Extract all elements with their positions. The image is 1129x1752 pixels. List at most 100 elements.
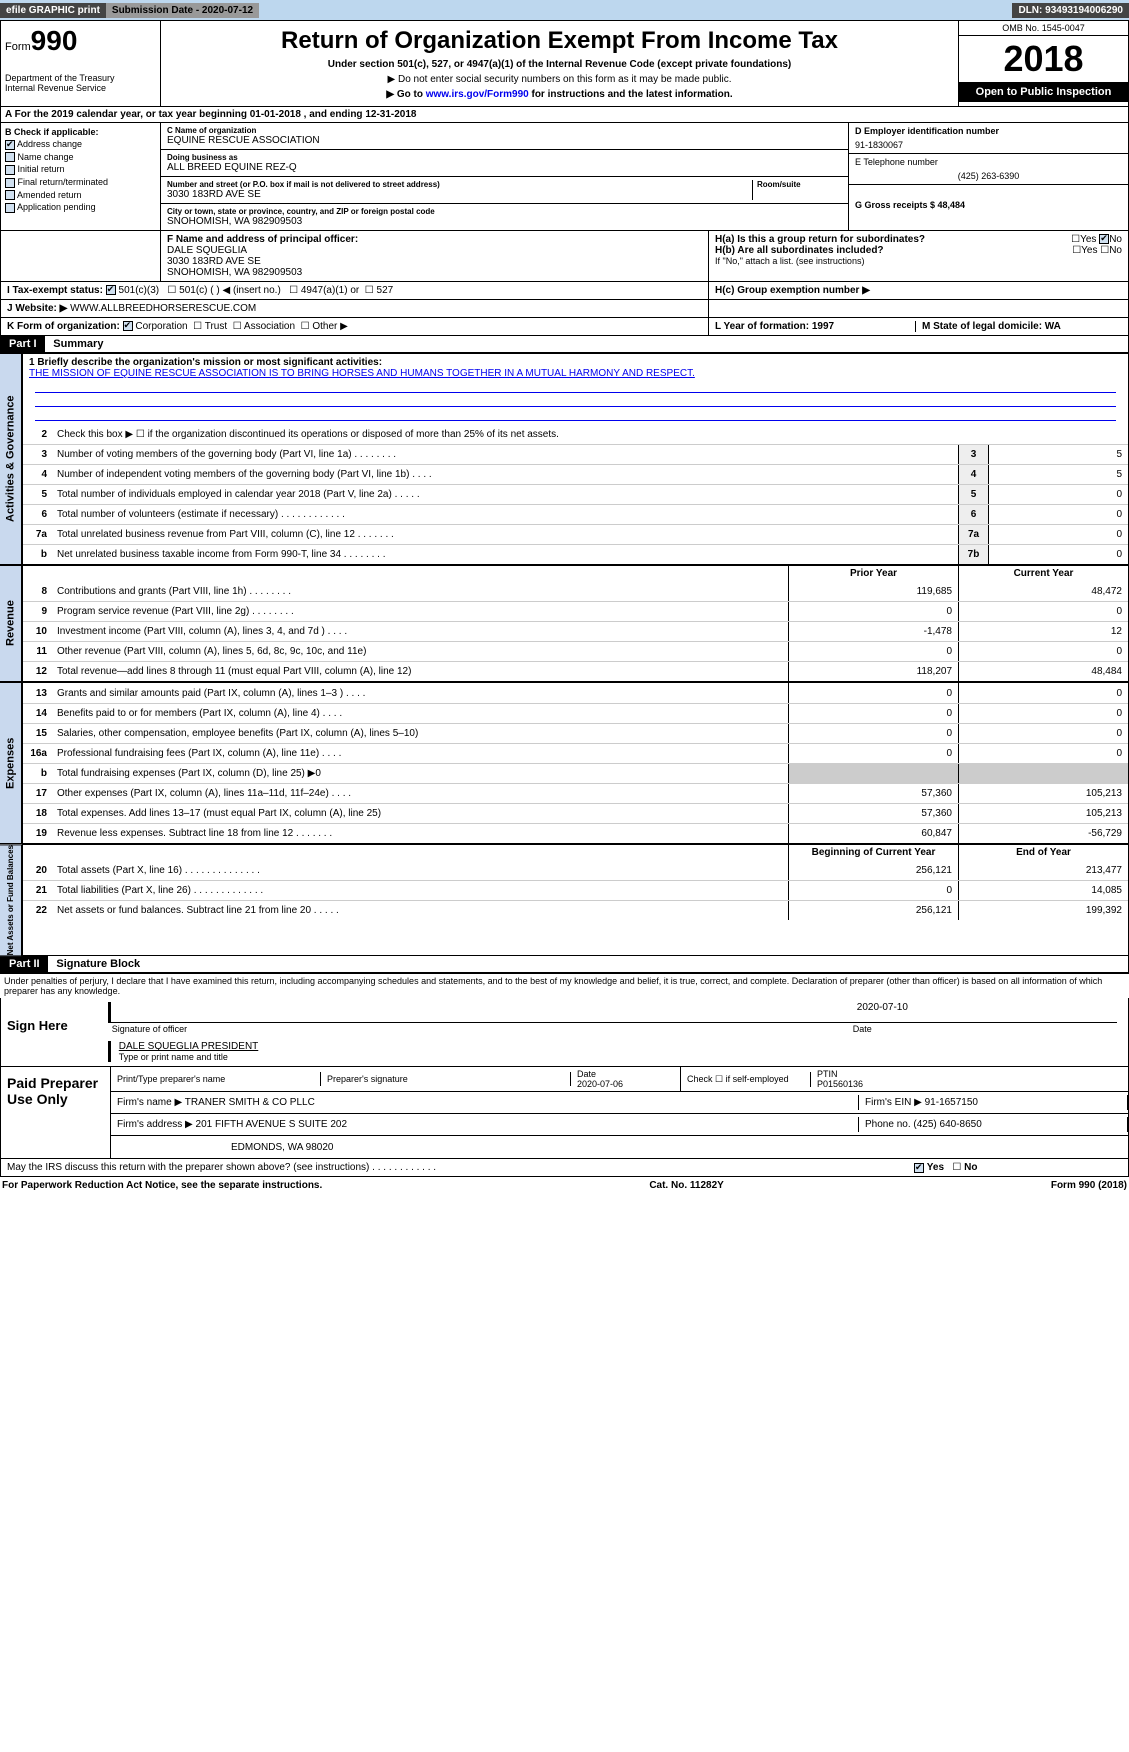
part2-header: Part II (1, 956, 48, 972)
line-16a: 16aProfessional fundraising fees (Part I… (23, 743, 1128, 763)
mission-text: THE MISSION OF EQUINE RESCUE ASSOCIATION… (29, 368, 695, 379)
discuss-yes-checkbox[interactable] (914, 1163, 924, 1173)
footer-cat: Cat. No. 11282Y (649, 1180, 723, 1191)
line-2: 2Check this box ▶ ☐ if the organization … (23, 424, 1128, 444)
line-8: 8Contributions and grants (Part VIII, li… (23, 581, 1128, 601)
line-b: bTotal fundraising expenses (Part IX, co… (23, 763, 1128, 783)
checkbox-pending[interactable] (5, 203, 15, 213)
footer-form: Form 990 (2018) (1051, 1180, 1127, 1191)
line-19: 19Revenue less expenses. Subtract line 1… (23, 823, 1128, 843)
corp-checkbox[interactable] (123, 321, 133, 331)
h-b: H(b) Are all subordinates included? ☐Yes… (715, 245, 1122, 256)
line-21: 21Total liabilities (Part X, line 26) . … (23, 880, 1128, 900)
year-formation: L Year of formation: 1997 (715, 321, 915, 332)
end-year-hdr: End of Year (958, 845, 1128, 860)
dept-treasury: Department of the Treasury Internal Reve… (5, 73, 156, 93)
row-a-tax-year: A For the 2019 calendar year, or tax yea… (0, 107, 1129, 123)
part2-title: Signature Block (50, 956, 146, 972)
website-label: J Website: ▶ (7, 303, 67, 314)
h-b-note: If "No," attach a list. (see instruction… (715, 256, 1122, 266)
checkbox-name-change[interactable] (5, 152, 15, 162)
col-d-ein-phone: D Employer identification number 91-18300… (848, 123, 1128, 230)
part1-title: Summary (47, 336, 109, 352)
checkbox-final-return[interactable] (5, 178, 15, 188)
city-value: SNOHOMISH, WA 982909503 (167, 216, 842, 227)
submission-date: Submission Date - 2020-07-12 (106, 3, 259, 18)
tel-value: (425) 263-6390 (855, 171, 1122, 181)
prep-date-hdr: Date (577, 1069, 596, 1079)
preparer-sig-hdr: Preparer's signature (321, 1072, 571, 1086)
subtitle-3: ▶ Go to www.irs.gov/Form990 for instruct… (167, 89, 952, 100)
irs-link[interactable]: www.irs.gov/Form990 (426, 89, 529, 100)
signer-name: DALE SQUEGLIA PRESIDENT (119, 1041, 259, 1052)
org-name-label: C Name of organization (167, 126, 842, 135)
room-label: Room/suite (757, 180, 842, 189)
dln-label: DLN: 93493194006290 (1012, 3, 1129, 18)
firm-addr-label: Firm's address ▶ (117, 1119, 193, 1130)
line-4: 4Number of independent voting members of… (23, 464, 1128, 484)
firm-name: TRANER SMITH & CO PLLC (185, 1097, 315, 1108)
form-of-org-label: K Form of organization: (7, 321, 120, 332)
officer-addr: 3030 183RD AVE SE (167, 256, 702, 267)
col-b-checkboxes: B Check if applicable: Address change Na… (1, 123, 161, 230)
form-title: Return of Organization Exempt From Incom… (167, 27, 952, 55)
line-22: 22Net assets or fund balances. Subtract … (23, 900, 1128, 920)
501c3-checkbox[interactable] (106, 285, 116, 295)
subtitle-2: ▶ Do not enter social security numbers o… (167, 74, 952, 85)
checkbox-initial-return[interactable] (5, 165, 15, 175)
h-c: H(c) Group exemption number ▶ (715, 285, 870, 296)
line-15: 15Salaries, other compensation, employee… (23, 723, 1128, 743)
line-b: bNet unrelated business taxable income f… (23, 544, 1128, 564)
firm-addr2: EDMONDS, WA 98020 (111, 1140, 339, 1155)
website-value: WWW.ALLBREEDHORSERESCUE.COM (70, 303, 256, 314)
firm-addr: 201 FIFTH AVENUE S SUITE 202 (196, 1119, 348, 1130)
line-3: 3Number of voting members of the governi… (23, 444, 1128, 464)
city-label: City or town, state or province, country… (167, 207, 842, 216)
col-c-org-info: C Name of organizationEQUINE RESCUE ASSO… (161, 123, 848, 230)
checkbox-amended[interactable] (5, 190, 15, 200)
self-employed: Check ☐ if self-employed (681, 1072, 811, 1087)
line-10: 10Investment income (Part VIII, column (… (23, 621, 1128, 641)
officer-label: F Name and address of principal officer: (167, 234, 702, 245)
subtitle-1: Under section 501(c), 527, or 4947(a)(1)… (167, 59, 952, 70)
firm-ein: 91-1657150 (925, 1097, 978, 1108)
current-year-hdr: Current Year (958, 566, 1128, 581)
firm-phone-label: Phone no. (865, 1119, 911, 1130)
line-17: 17Other expenses (Part IX, column (A), l… (23, 783, 1128, 803)
begin-year-hdr: Beginning of Current Year (788, 845, 958, 860)
preparer-name-hdr: Print/Type preparer's name (111, 1072, 321, 1086)
dba-value: ALL BREED EQUINE REZ-Q (167, 162, 842, 173)
firm-ein-label: Firm's EIN ▶ (865, 1097, 922, 1108)
form-header: Form990 Department of the Treasury Inter… (0, 20, 1129, 107)
side-revenue: Revenue (0, 565, 22, 682)
col-b-header: B Check if applicable: (5, 127, 156, 137)
tax-exempt-label: I Tax-exempt status: (7, 285, 103, 296)
org-name: EQUINE RESCUE ASSOCIATION (167, 135, 842, 146)
officer-name: DALE SQUEGLIA (167, 245, 702, 256)
paid-preparer-label: Paid Preparer Use Only (1, 1067, 111, 1158)
state-domicile: M State of legal domicile: WA (915, 321, 1122, 332)
discuss-question: May the IRS discuss this return with the… (7, 1162, 436, 1173)
checkbox-address-change[interactable] (5, 140, 15, 150)
street-address: 3030 183RD AVE SE (167, 189, 752, 200)
h-a: H(a) Is this a group return for subordin… (715, 234, 1122, 245)
date-label: Date (853, 1024, 1113, 1034)
prior-year-hdr: Prior Year (788, 566, 958, 581)
line-11: 11Other revenue (Part VIII, column (A), … (23, 641, 1128, 661)
side-net-assets: Net Assets or Fund Balances (0, 844, 22, 956)
main-info-block: B Check if applicable: Address change Na… (0, 123, 1129, 231)
ha-no-checkbox[interactable] (1099, 234, 1109, 244)
tel-label: E Telephone number (855, 157, 1122, 167)
line-13: 13Grants and similar amounts paid (Part … (23, 683, 1128, 703)
line-12: 12Total revenue—add lines 8 through 11 (… (23, 661, 1128, 681)
line-5: 5Total number of individuals employed in… (23, 484, 1128, 504)
ein-value: 91-1830067 (855, 140, 1122, 150)
omb-number: OMB No. 1545-0047 (959, 21, 1128, 36)
sign-here-label: Sign Here (1, 998, 101, 1053)
ein-label: D Employer identification number (855, 126, 1122, 136)
mission-label: 1 Briefly describe the organization's mi… (29, 357, 382, 368)
ptin-hdr: PTIN (817, 1069, 838, 1079)
footer-left: For Paperwork Reduction Act Notice, see … (2, 1180, 322, 1191)
line-14: 14Benefits paid to or for members (Part … (23, 703, 1128, 723)
sig-officer-label: Signature of officer (112, 1024, 853, 1034)
